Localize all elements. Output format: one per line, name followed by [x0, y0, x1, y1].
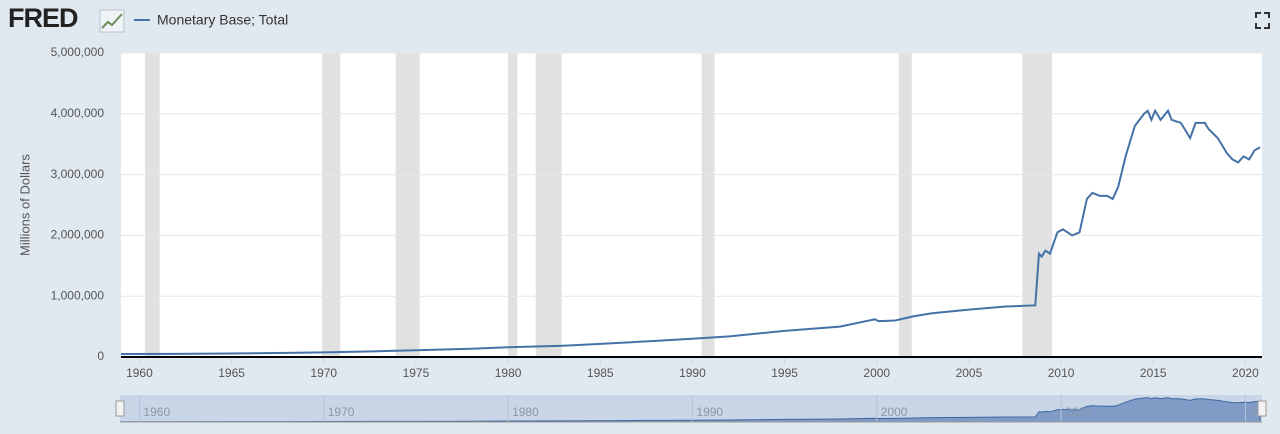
navigator-label: 1980: [512, 405, 539, 419]
recession-band: [144, 53, 160, 357]
x-tick-label: 1975: [403, 366, 430, 380]
x-tick-label: 1995: [771, 366, 798, 380]
y-tick-label: 2,000,000: [51, 228, 105, 242]
x-tick-label: 1980: [495, 366, 522, 380]
navigator-handle[interactable]: [115, 400, 125, 417]
logo-icon: [99, 9, 125, 33]
navigator-label: 1960: [143, 405, 170, 419]
navigator-label: 2000: [881, 405, 908, 419]
recession-band: [898, 53, 912, 357]
recession-band: [508, 53, 518, 357]
x-tick-label: 1970: [310, 366, 337, 380]
navigator-label: 2010: [1065, 405, 1092, 419]
series-line: [120, 108, 1261, 355]
y-tick-label: 1,000,000: [51, 288, 105, 302]
fullscreen-button[interactable]: [1255, 12, 1270, 29]
y-tick-label: 4,000,000: [51, 106, 105, 120]
x-tick-label: 1960: [126, 366, 153, 380]
recession-band: [321, 53, 341, 357]
x-tick-label: 1990: [679, 366, 706, 380]
x-tick-label: 2015: [1140, 366, 1167, 380]
x-tick-label: 2005: [956, 366, 983, 380]
logo: FRED: [8, 3, 78, 33]
y-tick-label: 0: [97, 349, 104, 363]
navigator-label: 1970: [328, 405, 355, 419]
recession-band: [535, 53, 562, 357]
plot-background: [121, 53, 1262, 357]
navigator-handle[interactable]: [1257, 400, 1267, 417]
x-tick-label: 2000: [863, 366, 890, 380]
navigator-label: 1990: [696, 405, 723, 419]
y-axis-label: Millions of Dollars: [17, 154, 32, 256]
recession-band: [701, 53, 715, 357]
x-tick-label: 1985: [587, 366, 614, 380]
x-tick-label: 2020: [1232, 366, 1259, 380]
y-tick-label: 5,000,000: [51, 45, 105, 59]
y-tick-label: 3,000,000: [51, 167, 105, 181]
x-tick-label: 1965: [218, 366, 245, 380]
recession-band: [1022, 53, 1052, 357]
legend-label[interactable]: Monetary Base; Total: [157, 12, 288, 28]
x-tick-label: 2010: [1048, 366, 1075, 380]
navigator-area: [120, 397, 1261, 423]
recession-band: [395, 53, 420, 357]
